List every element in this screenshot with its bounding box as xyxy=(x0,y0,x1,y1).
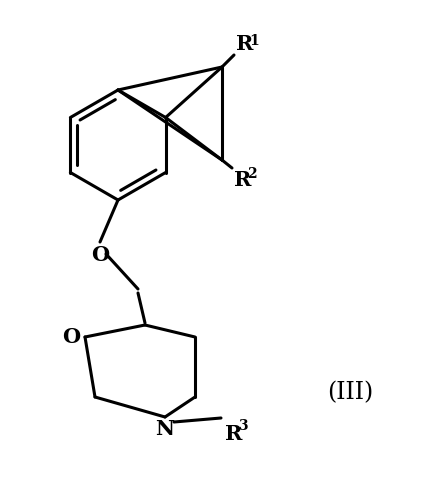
Text: 3: 3 xyxy=(238,419,248,433)
Text: (III): (III) xyxy=(327,382,373,404)
Text: O: O xyxy=(62,327,80,347)
Text: N: N xyxy=(155,419,175,439)
Text: R: R xyxy=(234,170,251,190)
Text: R: R xyxy=(236,34,253,54)
Text: 1: 1 xyxy=(249,34,259,48)
Text: O: O xyxy=(91,245,109,265)
Text: 2: 2 xyxy=(247,167,257,181)
Text: R: R xyxy=(225,424,242,444)
